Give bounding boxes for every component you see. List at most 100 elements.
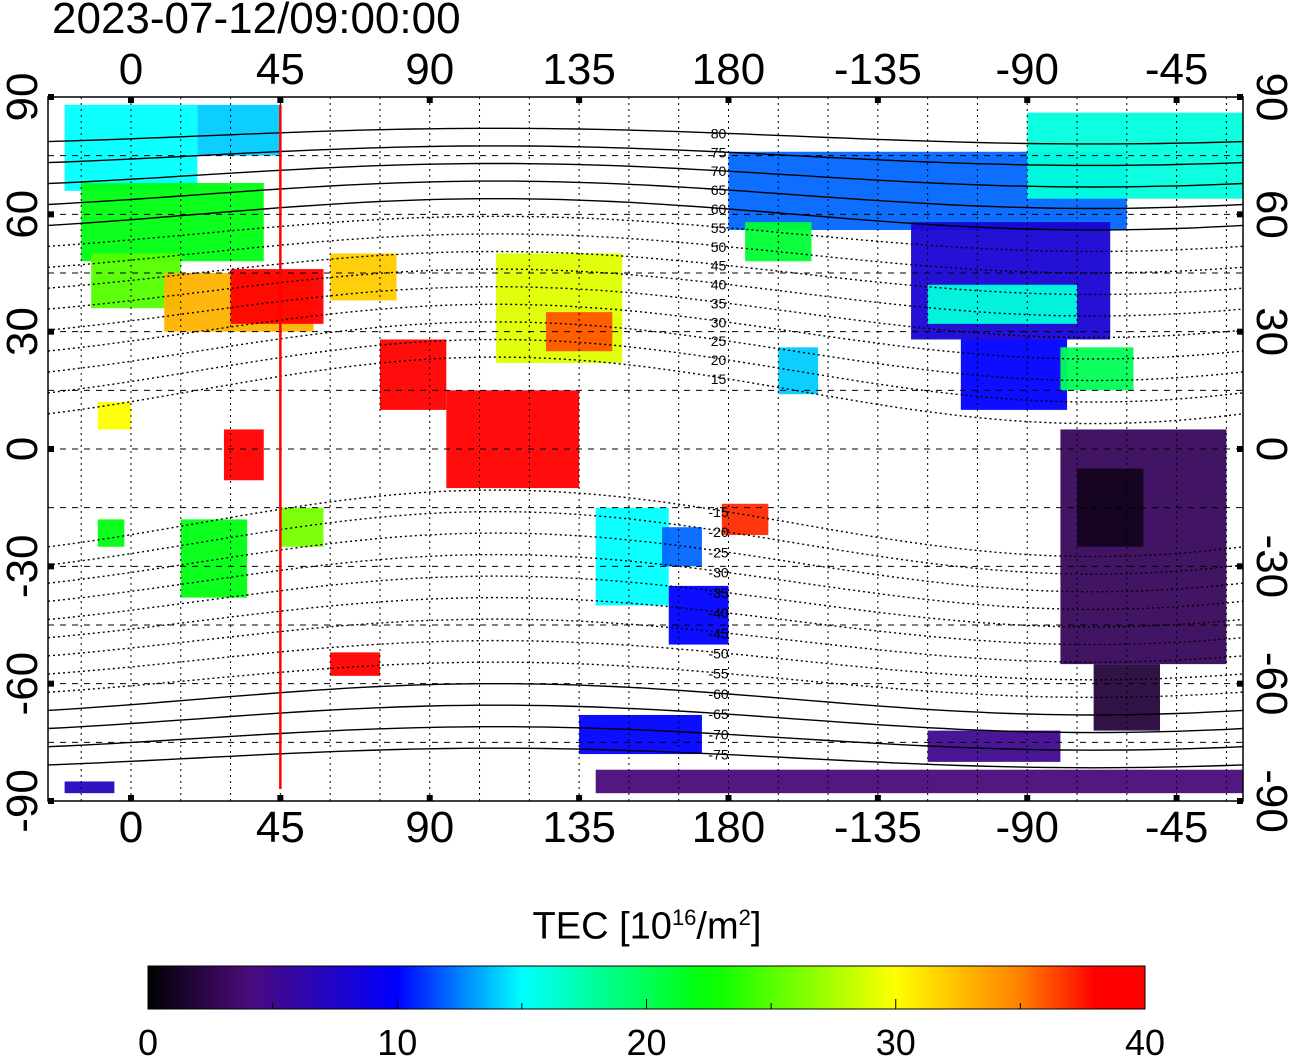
tec-region	[595, 769, 1243, 794]
magnetic-contour	[47, 553, 1244, 611]
y-tick-label-right: -30	[1247, 535, 1294, 599]
magnetic-contour	[47, 268, 1244, 317]
x-tick-label-bottom: 180	[692, 803, 765, 852]
x-tick-label-bottom: -45	[1145, 803, 1209, 852]
colorbar-tick-label: 20	[626, 1022, 666, 1057]
magnetic-latitude-label: 70	[711, 163, 727, 179]
colorbar-unit-exponent: 2	[738, 905, 751, 930]
colorbar-label: TEC [10	[532, 905, 672, 948]
y-tick-label-left: 90	[0, 73, 47, 122]
y-tick-label-left: 0	[0, 437, 47, 461]
x-tick-label-bottom: -135	[834, 803, 922, 852]
tec-region	[64, 781, 115, 794]
y-tick-label-right: 60	[1247, 190, 1294, 239]
magnetic-latitude-label: -40	[708, 605, 728, 621]
magnetic-contour	[47, 198, 1244, 231]
magnetic-contour	[47, 532, 1244, 593]
magnetic-contour	[47, 683, 1244, 716]
magnetic-latitude-label: -75	[708, 747, 728, 763]
magnetic-latitude-label: 55	[711, 220, 727, 236]
magnetic-contour	[47, 162, 1244, 188]
magnetic-latitude-label: -50	[708, 646, 728, 662]
x-tick-label-bottom: 0	[119, 803, 143, 852]
axis-ticks: 0 0 45 45 90 90 135 135 180 180 -135 -135 -90 -90 -45 -…	[0, 45, 1294, 852]
magnetic-contour	[47, 575, 1244, 628]
tec-region	[579, 714, 702, 755]
tec-region	[927, 284, 1078, 324]
magnetic-latitude-label: -30	[708, 565, 728, 581]
y-tick-label-right: -90	[1247, 769, 1294, 833]
tec-region	[330, 253, 397, 301]
magnetic-contour	[47, 747, 1244, 769]
magnetic-contour	[47, 250, 1244, 296]
y-tick-label-right: -60	[1247, 652, 1294, 716]
magnetic-latitude-label: 25	[711, 333, 727, 349]
colorbar-ticks: 0 10 20 30 40	[138, 999, 1165, 1057]
magnetic-contour	[47, 639, 1244, 681]
magnetic-latitude-label: -20	[708, 524, 728, 540]
tec-region	[64, 104, 198, 191]
magnetic-latitude-label: 65	[711, 182, 727, 198]
x-tick-label-top: -135	[834, 45, 922, 94]
colorbar-tick-label: 30	[876, 1022, 916, 1057]
magnetic-contour	[47, 704, 1244, 734]
tec-region	[595, 507, 669, 606]
magnetic-latitude-label: -70	[708, 726, 728, 742]
magnetic-contour	[47, 618, 1244, 663]
magnetic-latitude-label: 30	[711, 314, 727, 330]
colorbar-tick-label: 10	[377, 1022, 417, 1057]
y-tick-label-left: -90	[0, 769, 47, 833]
x-tick-label-top: 180	[692, 45, 765, 94]
y-tick-label-left: -60	[0, 652, 47, 716]
tec-region	[223, 429, 264, 481]
magnetic-contour	[47, 596, 1244, 646]
magnetic-contour	[47, 338, 1244, 403]
x-tick-label-top: 45	[256, 45, 305, 94]
tec-region	[662, 527, 702, 567]
magnetic-latitude-label: 45	[711, 258, 727, 274]
magnetic-latitude-label: 60	[711, 201, 727, 217]
magnetic-contour	[47, 127, 1244, 145]
magnetic-latitude-label: 40	[711, 277, 727, 293]
timestamp-title: 2023-07-12/09:00:00	[52, 0, 461, 43]
y-tick-label-right: 90	[1247, 73, 1294, 122]
x-tick-label-top: 135	[542, 45, 615, 94]
y-tick-label-left: -30	[0, 535, 47, 599]
x-tick-label-bottom: 45	[256, 803, 305, 852]
tec-region	[330, 652, 380, 676]
y-tick-label-right: 0	[1247, 437, 1294, 461]
tec-region	[1060, 429, 1227, 665]
magnetic-contour	[47, 180, 1244, 210]
magnetic-latitude-label: 80	[711, 125, 727, 141]
x-tick-label-top: -45	[1145, 45, 1209, 94]
magnetic-contour	[47, 489, 1244, 558]
magnetic-contour	[47, 303, 1244, 360]
magnetic-contour	[47, 285, 1244, 339]
x-tick-label-bottom: 90	[405, 803, 454, 852]
magnetic-contour	[47, 661, 1244, 699]
tec-region	[230, 269, 324, 324]
magnetic-latitude-label: 75	[711, 144, 727, 160]
magnetic-latitude-label: -35	[708, 585, 728, 601]
x-tick-label-top: 90	[405, 45, 454, 94]
colorbar-tick-label: 40	[1125, 1022, 1165, 1057]
magnetic-latitude-label: 50	[711, 239, 727, 255]
magnetic-latitude-label: -65	[708, 706, 728, 722]
magnetic-contour	[47, 321, 1244, 382]
y-tick-label-right: 30	[1247, 307, 1294, 356]
magnetic-contour	[47, 145, 1244, 167]
magnetic-latitude-label: -15	[708, 504, 728, 520]
magnetic-latitude-label: -60	[708, 686, 728, 702]
magnetic-latitude-label: -25	[708, 544, 728, 560]
colorbar-label-end: ]	[750, 905, 762, 948]
x-tick-label-bottom: 135	[542, 803, 615, 852]
tec-region	[1060, 347, 1134, 391]
magnetic-contour	[47, 356, 1244, 425]
tec-region	[197, 104, 281, 156]
tec-region	[446, 390, 580, 489]
tec-region	[960, 339, 1068, 410]
magnetic-contour	[47, 510, 1244, 575]
y-tick-label-left: 30	[0, 307, 47, 356]
colorbar-exponent: 16	[671, 905, 697, 930]
